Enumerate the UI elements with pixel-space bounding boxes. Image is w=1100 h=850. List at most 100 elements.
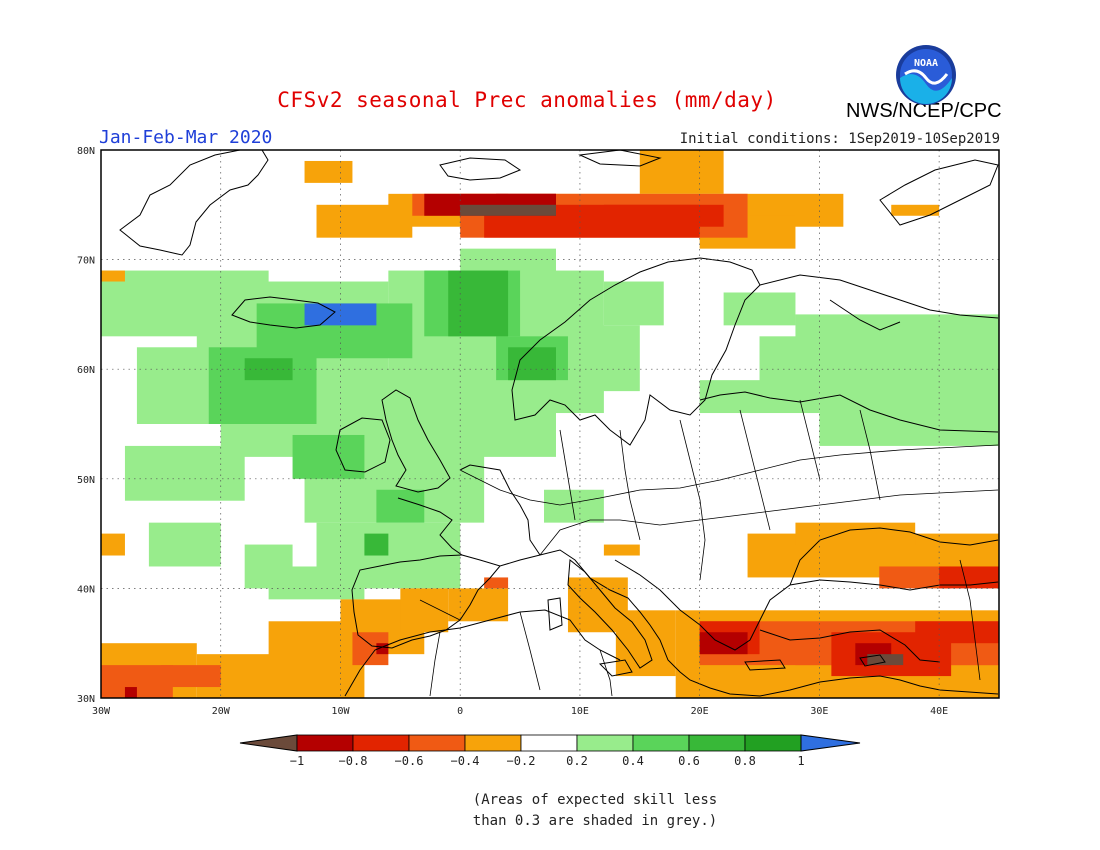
anomaly-cell [795,314,999,348]
colorbar-tick-label: 0.8 [734,754,756,768]
anomaly-cell [603,281,664,326]
colorbar-segment [576,734,634,752]
anomaly-cell [244,544,293,589]
colorbar: −1 −0.8 −0.6 −0.4 −0.2 0.2 0.4 0.6 0.8 1 [239,734,861,768]
anomaly-shading [101,150,999,698]
colorbar-high-arrow [800,734,861,752]
anomaly-cell [484,577,509,589]
skill-note-line1: (Areas of expected skill less [472,792,718,808]
initial-conditions: Initial conditions: 1Sep2019-10Sep2019 [679,131,1000,147]
britain-coast [381,389,451,493]
colorbar-segment [632,734,690,752]
anomaly-cell [508,347,556,381]
anomaly-cell [448,270,509,337]
anomaly-cell [101,270,125,282]
lon-tick-label: 20W [212,706,231,717]
svalbard-coast [439,157,522,181]
anomaly-cell [891,204,940,216]
lon-tick-label: 0 [457,706,463,717]
iberia-coast [351,554,501,649]
forecast-period: Jan-Feb-Mar 2020 [99,127,273,148]
lat-tick-label: 80N [77,146,95,157]
lon-axis-labels: 30W 20W 10W 0 10E 20E 30E 40E [92,706,948,717]
anomaly-cell [723,292,796,326]
balkan-coast [614,559,999,651]
lat-axis-labels: 80N 70N 60N 50N 40N 30N [77,146,95,705]
anomaly-cell [316,204,413,238]
black-sea-coast [789,527,999,586]
anomaly-cell [795,522,916,545]
colorbar-tick-label: 0.6 [678,754,700,768]
lat-tick-label: 40N [77,584,95,595]
colorbar-segment [688,734,746,752]
anomaly-cell [244,358,293,381]
anomaly-cell [160,665,221,688]
colorbar-tick-label: −0.4 [451,754,480,768]
anomaly-cell [915,621,999,644]
map-title: CFSv2 seasonal Prec anomalies (mm/day) [277,88,777,112]
colorbar-segment [408,734,466,752]
novaya-zemlya-coast [879,159,999,226]
colorbar-tick-label: 1 [797,754,804,768]
colorbar-tick-label: −0.8 [339,754,368,768]
anomaly-cell [376,489,425,523]
colorbar-low-arrow [239,734,298,752]
anomaly-cell [124,687,137,698]
anomaly-cell [603,204,724,227]
kola-coast [759,274,999,319]
europe-coast [397,497,999,697]
lon-tick-label: 30E [810,706,828,717]
lat-tick-label: 60N [77,365,95,376]
anomaly-cell [448,588,509,622]
anomaly-cell [639,150,724,194]
africa-coast [344,609,621,697]
colorbar-segment [352,734,410,752]
colorbar-segment [744,734,802,752]
skill-note-line2: than 0.3 are shaded in grey.) [472,813,718,829]
cyprus-coast [859,654,886,667]
lon-tick-label: 30W [92,706,111,717]
colorbar-tick-label: −1 [290,754,304,768]
anomaly-cell [544,489,604,523]
anomaly-cell [364,533,389,556]
ireland-coast [335,417,391,473]
anomaly-cell [555,325,640,392]
lon-tick-label: 40E [930,706,948,717]
lat-tick-label: 50N [77,475,95,486]
lat-tick-label: 70N [77,256,95,267]
colorbar-segment [464,734,522,752]
lat-tick-label: 30N [77,694,95,705]
anomaly-cell [879,566,952,589]
greenland-coast [119,149,269,256]
agency-label: NWS/NCEP/CPC [846,100,1002,122]
coastlines [119,149,999,697]
anomaly-cell [819,369,999,446]
sicily-coast [598,659,633,677]
colorbar-segment [520,734,578,752]
italy-coast [567,559,653,669]
lon-tick-label: 20E [691,706,709,717]
colorbar-tick-label: −0.6 [395,754,424,768]
anomaly-cell [101,533,125,556]
colorbar-tick-label: 0.2 [566,754,588,768]
noaa-logo: NOAA [896,45,956,105]
anomaly-cell [148,522,221,567]
lon-tick-label: 10E [571,706,589,717]
anomaly-cell [304,160,353,183]
graticule [101,150,999,698]
anomaly-cell [939,566,999,589]
anomaly-cell [304,303,377,326]
anomaly-cell [292,434,365,479]
anomaly-cell [603,544,640,556]
colorbar-tick-label: 0.4 [622,754,644,768]
crete-coast [744,659,786,671]
sardinia-coast [547,597,563,631]
lon-tick-label: 10W [331,706,350,717]
anomaly-cell [867,654,904,666]
anomaly-cell [699,632,748,655]
colorbar-tick-label: −0.2 [507,754,536,768]
anomaly-cell [124,445,245,501]
anomaly-cell [460,204,556,216]
colorbar-segment [296,734,354,752]
